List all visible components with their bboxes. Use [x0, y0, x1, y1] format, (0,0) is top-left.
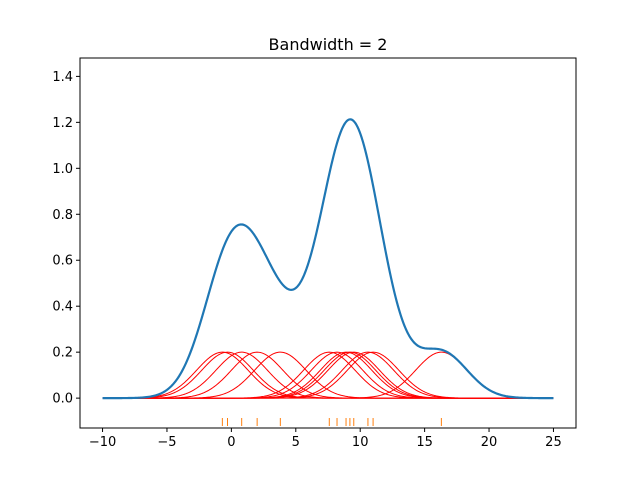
y-tick-label-7: 1.4	[52, 70, 73, 85]
x-tick-label-4: 10	[352, 435, 369, 450]
density-curve	[102, 118, 554, 400]
y-axis: 0.0 0.2 0.4 0.6 0.8 1.0 1.2 1.4	[52, 70, 80, 407]
y-tick-label-1: 0.2	[52, 346, 73, 361]
x-tick-label-1: −5	[157, 435, 176, 450]
rug-marks	[221, 418, 442, 426]
x-tick-label-5: 15	[416, 435, 433, 450]
x-tick-label-7: 25	[545, 435, 562, 450]
chart-title: Bandwidth = 2	[269, 35, 388, 54]
x-axis: −10 −5 0 5 10 15 20 25	[89, 428, 562, 450]
y-tick-label-5: 1.0	[52, 162, 73, 177]
x-tick-label-2: 0	[227, 435, 235, 450]
y-tick-label-4: 0.8	[52, 208, 73, 223]
y-tick-label-0: 0.0	[52, 392, 73, 407]
plot-frame	[79, 57, 577, 429]
y-tick-label-2: 0.4	[52, 300, 73, 315]
x-tick-label-3: 5	[292, 435, 300, 450]
x-tick-label-6: 20	[481, 435, 498, 450]
y-tick-label-6: 1.2	[52, 116, 73, 131]
x-tick-label-0: −10	[89, 435, 116, 450]
y-tick-label-3: 0.6	[52, 254, 73, 269]
density-curve-group	[102, 118, 554, 400]
